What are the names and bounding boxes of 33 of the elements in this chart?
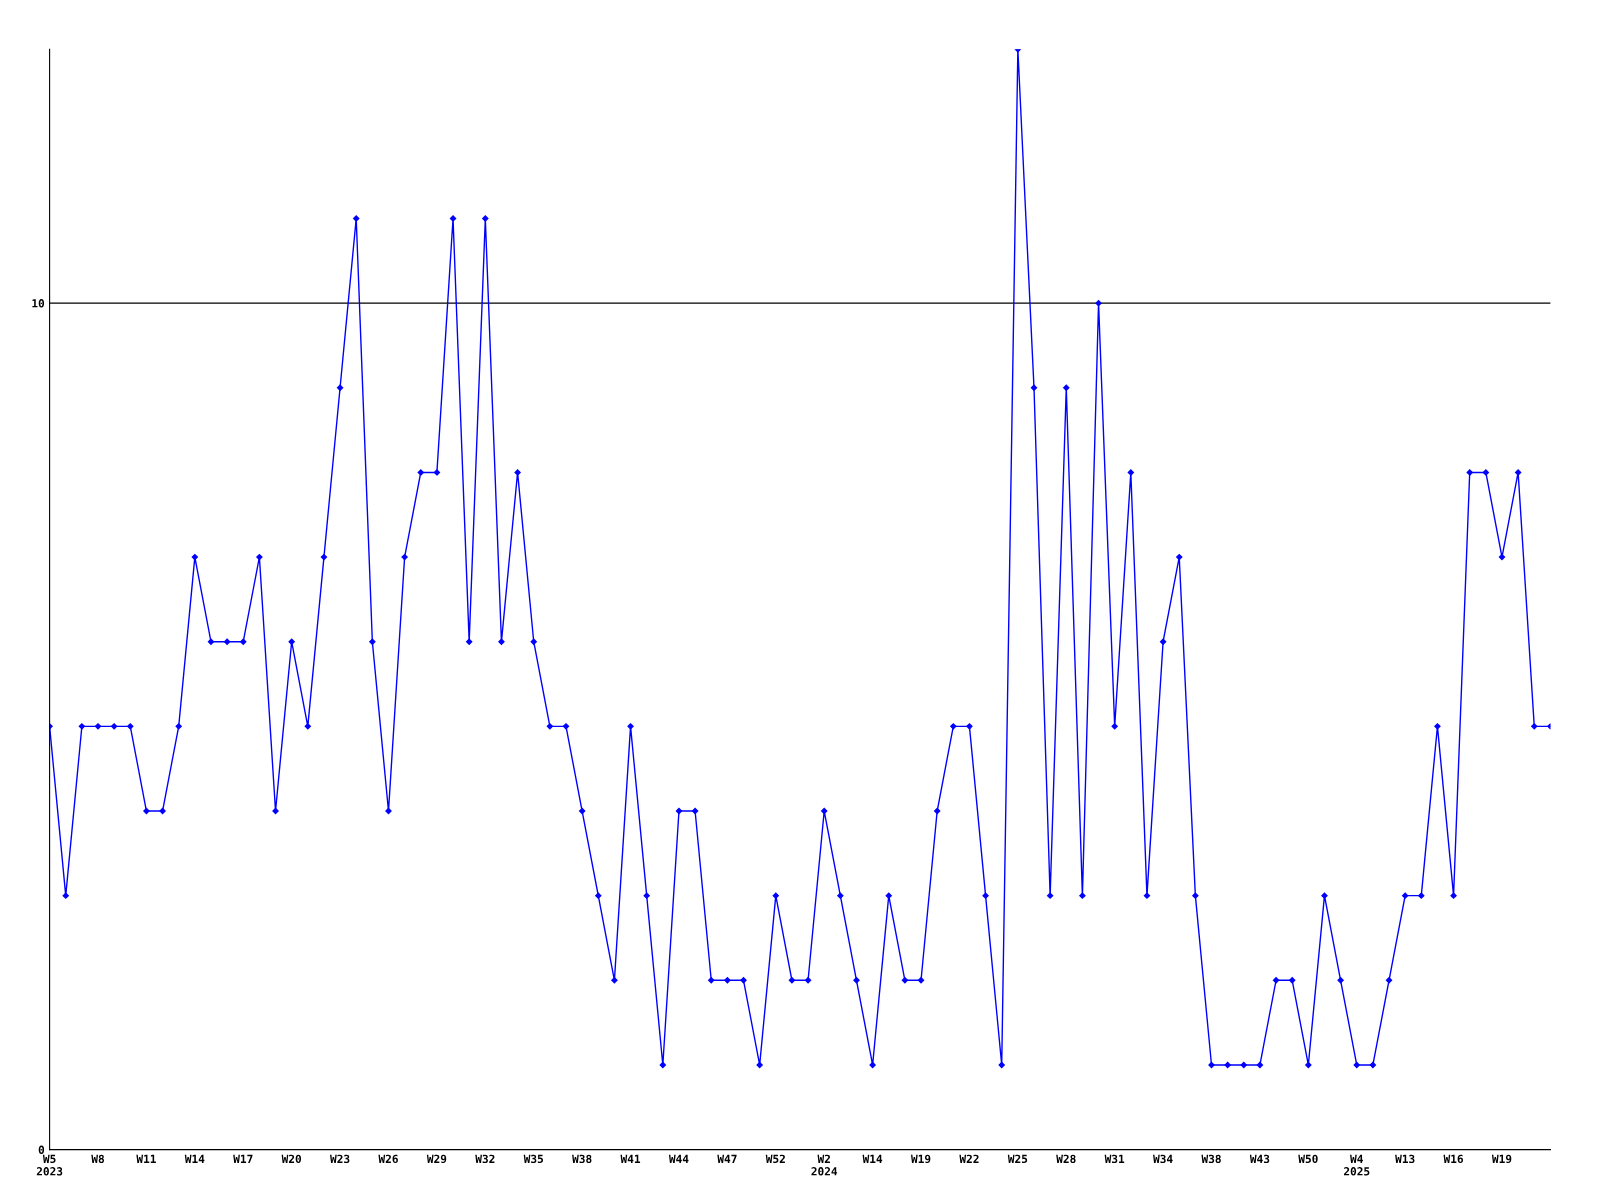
x-tick-label: W8 [91, 1154, 104, 1164]
x-tick-label: W19 [911, 1154, 931, 1164]
y-tick-label: 0 [38, 1145, 45, 1154]
x-tick-label: W14 [862, 1154, 883, 1163]
x-tick-label: W43 [1249, 1154, 1270, 1164]
x-tick-label: W47 [717, 1154, 737, 1163]
x-tick-label: W4 2025 [1343, 1154, 1370, 1176]
x-tick-label: W23 [330, 1154, 350, 1164]
x-tick-label: W2 2024 [811, 1154, 838, 1176]
x-tick-label: W22 [959, 1154, 979, 1163]
x-tick-label: W29 [426, 1154, 447, 1164]
x-tick-label: W16 [1443, 1154, 1464, 1164]
x-tick-label: W11 [136, 1154, 156, 1163]
y-tick-label: 10 [32, 299, 45, 308]
x-tick-label: W50 [1298, 1154, 1318, 1164]
x-tick-label: W38 [572, 1154, 592, 1164]
x-tick-label: W41 [620, 1154, 641, 1163]
x-tick-label: W14 [184, 1154, 205, 1163]
x-tick-label: W52 [765, 1154, 785, 1164]
x-tick-label: W20 [281, 1154, 302, 1164]
x-tick-label: W31 [1104, 1154, 1125, 1164]
x-tick-label: W38 [1201, 1154, 1221, 1164]
x-tick-label: W13 [1395, 1154, 1415, 1164]
x-tick-label: W44 [668, 1154, 689, 1163]
x-tick-label: W35 [523, 1154, 544, 1164]
x-tick-label: W25 [1007, 1154, 1028, 1164]
x-tick-label: W32 [475, 1154, 495, 1164]
x-tick-label: W17 [233, 1154, 253, 1163]
x-tick-label: W34 [1153, 1154, 1173, 1164]
x-tick-label: W19 [1491, 1154, 1512, 1164]
x-tick-label: W5 2023 [36, 1154, 63, 1176]
x-tick-label: W28 [1056, 1154, 1076, 1164]
x-tick-label: W26 [378, 1154, 398, 1164]
